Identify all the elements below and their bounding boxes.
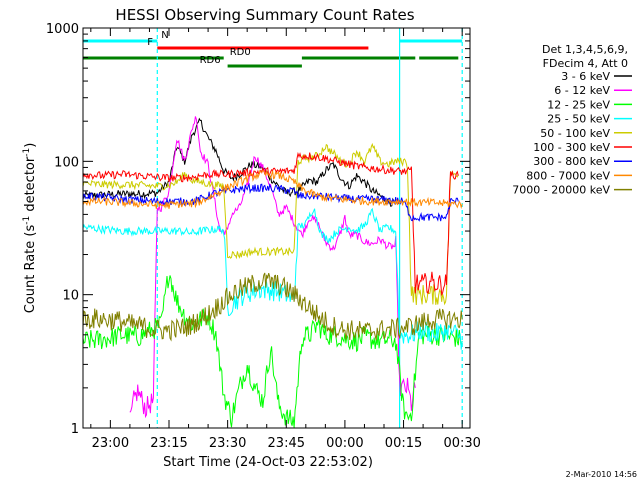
count-rate-series [82,116,463,429]
legend-label-8: 7000 - 20000 keV [512,184,610,197]
series-line-4 [82,142,459,306]
legend-label-1: 6 - 12 keV [554,84,610,97]
y-axis-label-main: Count Rate (s [23,225,38,314]
x-axis-ticks: 23:00 23:15 23:30 23:45 00:00 00:15 00:30 [90,28,481,451]
flag-label-rd6: RD6 [200,55,221,66]
y-tick-label-3: 1000 [46,22,79,37]
series-line-1 [129,116,416,419]
flag-label-rd0: RD0 [230,47,251,58]
y-axis-label: Count Rate (s-1 detector-1) [22,143,38,314]
y-axis-label-exponent-1: -1 [22,216,32,225]
series-line-0 [82,117,397,208]
series-line-2 [82,275,463,429]
y-tick-label-0: 1 [71,422,79,437]
legend-label-2: 12 - 25 keV [547,98,610,111]
legend-label-5: 100 - 300 keV [533,141,610,154]
x-tick-label-5: 00:15 [385,436,422,451]
series-line-6 [82,182,459,222]
chart-title: HESSI Observing Summary Count Rates [115,6,414,24]
y-tick-label-2: 100 [54,155,79,170]
y-tick-label-1: 10 [62,289,79,304]
flag-label-n: N [161,30,168,41]
legend-label-3: 25 - 50 keV [547,113,610,126]
x-axis-label: Start Time (24-Oct-03 22:53:02) [163,455,373,470]
y-axis-label-exponent-2: -1 [22,148,32,157]
legend-header-decimation: FDecim 4, Att 0 [543,57,628,70]
y-axis-label-detector: detector [23,156,38,216]
x-tick-label-1: 23:15 [150,436,187,451]
y-axis-label-close: ) [23,143,38,148]
footer-date: 2-Mar-2010 14:56 [566,470,637,479]
series-line-8 [82,272,463,342]
legend-header-detectors: Det 1,3,4,5,6,9, [542,43,628,56]
x-tick-label-2: 23:30 [209,436,246,451]
y-axis-ticks: 1 10 100 1000 [46,22,470,437]
legend-label-7: 800 - 7000 keV [526,169,610,182]
legend-label-4: 50 - 100 keV [540,127,610,140]
x-tick-label-6: 00:30 [443,436,480,451]
series-line-7 [82,169,463,210]
series-line-5 [82,151,459,297]
flag-label-f: F [147,37,153,48]
instrument-flags: NF RD0 RD6 [83,30,463,68]
legend-label-6: 300 - 800 keV [533,155,610,168]
x-tick-label-3: 23:45 [268,436,305,451]
legend-label-0: 3 - 6 keV [561,70,610,83]
plot-frame [82,27,471,429]
x-tick-label-4: 00:00 [326,436,363,451]
legend: Det 1,3,4,5,6,9, FDecim 4, Att 0 3 - 6 k… [512,43,632,197]
x-tick-label-0: 23:00 [92,436,129,451]
